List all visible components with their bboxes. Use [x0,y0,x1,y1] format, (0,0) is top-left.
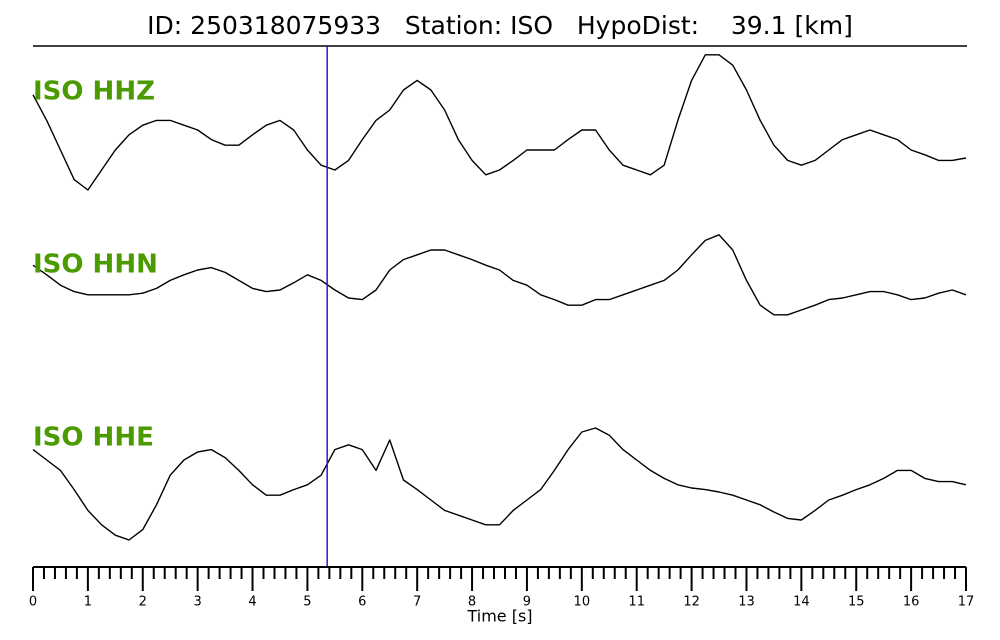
x-tick-label: 14 [793,595,810,610]
x-tick-label: 0 [29,595,37,610]
x-tick-label: 8 [468,595,476,610]
x-axis-label: Time [s] [466,607,532,626]
x-tick-label: 1 [84,595,92,610]
trace-label: ISO HHZ [33,77,155,107]
x-tick-label: 15 [848,595,865,610]
x-tick-label: 12 [683,595,700,610]
trace-label: ISO HHE [33,423,154,453]
x-tick-label: 13 [738,595,755,610]
chart-title: ID: 250318075933 Station: ISO HypoDist: … [147,11,853,40]
trace [32,427,967,541]
x-tick-label: 6 [358,595,366,610]
x-tick-label: 9 [523,595,531,610]
x-tick-label: 4 [248,595,256,610]
x-tick-label: 10 [574,595,591,610]
x-tick-label: 5 [303,595,311,610]
x-tick-label: 11 [628,595,645,610]
x-tick-label: 7 [413,595,421,610]
x-tick-label: 16 [903,595,920,610]
x-tick-label: 17 [958,595,975,610]
trace-label: ISO HHN [33,250,158,280]
x-tick-label: 2 [139,595,147,610]
trace [32,234,967,316]
x-tick-label: 3 [194,595,202,610]
trace [32,54,967,191]
